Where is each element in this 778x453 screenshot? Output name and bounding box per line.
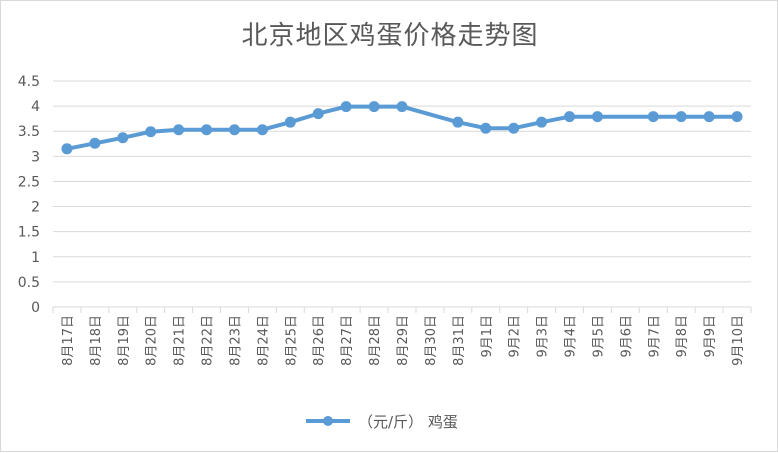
data-point [675, 111, 687, 123]
data-point [452, 116, 464, 128]
data-point [201, 124, 213, 136]
data-point [564, 111, 576, 123]
y-tick-label: 3 [31, 149, 40, 165]
x-tick-label: 8月25日 [284, 315, 299, 366]
x-tick-label: 9月7日 [647, 315, 662, 358]
data-point [284, 116, 296, 128]
x-tick-label: 8月21日 [173, 315, 188, 366]
data-point [703, 111, 715, 123]
data-point [508, 122, 520, 134]
x-tick-label: 9月2日 [508, 315, 523, 358]
x-tick-label: 8月29日 [396, 315, 411, 366]
y-tick-label: 2 [31, 200, 40, 216]
x-tick-label: 8月24日 [256, 315, 271, 366]
x-tick-label: 9月10日 [731, 315, 746, 366]
x-tick-label: 8月22日 [201, 315, 216, 366]
data-point [731, 111, 743, 123]
data-point [536, 116, 548, 128]
y-tick-label: 2.5 [18, 174, 40, 190]
data-point [340, 101, 352, 113]
data-point [312, 108, 324, 120]
x-tick-label: 8月18日 [89, 315, 104, 366]
legend-label: （元/斤） 鸡蛋 [358, 412, 458, 431]
data-point [145, 126, 157, 138]
x-tick-label: 9月9日 [703, 315, 718, 358]
y-tick-label: 4.5 [18, 74, 40, 90]
data-point [173, 124, 185, 136]
x-tick-label: 9月5日 [591, 315, 606, 358]
x-tick-label: 8月17日 [61, 315, 76, 366]
data-point [647, 111, 659, 123]
x-tick-label: 8月26日 [312, 315, 327, 366]
x-tick-label: 8月28日 [368, 315, 383, 366]
x-tick-label: 8月20日 [145, 315, 160, 366]
data-point [480, 122, 492, 134]
data-point [61, 143, 73, 155]
x-tick-label: 8月31日 [452, 315, 467, 366]
x-tick-label: 9月6日 [619, 315, 634, 358]
chart-title: 北京地区鸡蛋价格走势图 [241, 21, 539, 51]
legend-marker [306, 416, 350, 426]
series-line [66, 104, 737, 151]
data-point [256, 124, 268, 136]
x-tick-label: 9月3日 [536, 315, 551, 358]
data-point [228, 124, 240, 136]
y-tick-label: 0 [31, 300, 40, 316]
y-tick-label: 0.5 [18, 275, 40, 291]
x-tick-label: 8月23日 [228, 315, 243, 366]
x-tick-label: 8月19日 [117, 315, 132, 366]
data-point [117, 132, 129, 144]
y-tick-label: 3.5 [18, 124, 40, 140]
data-point [89, 137, 101, 149]
data-point [591, 111, 603, 123]
x-tick-label: 9月1日 [480, 315, 495, 358]
data-point [396, 101, 408, 113]
y-tick-label: 1 [31, 250, 40, 266]
legend: （元/斤） 鸡蛋 [306, 409, 458, 433]
y-tick-label: 1.5 [18, 225, 40, 241]
x-tick-label: 8月30日 [424, 315, 439, 366]
x-tick-label: 8月27日 [340, 315, 355, 366]
y-tick-label: 4 [31, 99, 40, 115]
x-tick-label: 9月4日 [564, 315, 579, 358]
x-tick-label: 9月8日 [675, 315, 690, 358]
data-point [368, 101, 380, 113]
